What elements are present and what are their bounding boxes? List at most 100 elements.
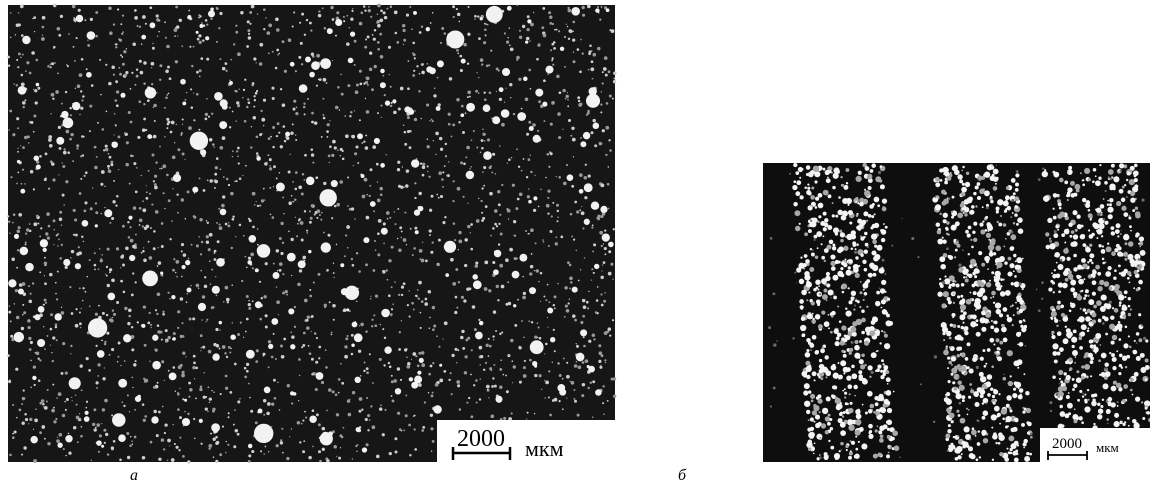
texture-particle <box>578 103 582 107</box>
texture-particle <box>227 416 230 419</box>
texture-particle <box>960 325 965 330</box>
texture-particle <box>837 418 843 424</box>
texture-particle <box>594 311 598 314</box>
texture-particle <box>1076 370 1080 374</box>
texture-particle <box>948 285 952 289</box>
texture-particle <box>1099 306 1106 312</box>
texture-particle <box>826 244 832 250</box>
texture-particle <box>586 4 591 9</box>
texture-particle <box>61 413 66 418</box>
texture-particle <box>813 287 817 292</box>
texture-particle <box>397 411 401 415</box>
texture-particle <box>387 45 392 49</box>
texture-particle <box>534 373 538 378</box>
texture-particle <box>482 128 484 131</box>
texture-particle <box>1021 257 1024 260</box>
texture-particle <box>577 99 581 103</box>
texture-particle <box>193 417 196 421</box>
texture-particle <box>482 104 491 113</box>
texture-particle <box>495 395 503 403</box>
texture-particle <box>341 381 345 385</box>
texture-particle <box>225 355 229 359</box>
texture-particle <box>799 176 802 179</box>
texture-particle <box>501 183 504 187</box>
texture-particle <box>192 45 195 48</box>
texture-particle <box>1095 333 1102 339</box>
texture-particle <box>860 235 862 238</box>
texture-particle <box>41 15 46 20</box>
texture-particle <box>444 155 448 158</box>
texture-particle <box>814 414 821 420</box>
texture-particle <box>609 334 612 337</box>
texture-particle <box>366 193 368 196</box>
texture-particle <box>581 52 584 55</box>
texture-particle <box>129 226 132 229</box>
texture-particle <box>344 354 348 359</box>
texture-particle <box>286 293 289 296</box>
texture-particle <box>823 259 826 263</box>
texture-particle <box>87 318 108 338</box>
texture-particle <box>298 185 303 190</box>
texture-particle <box>590 60 594 64</box>
texture-particle <box>152 106 154 109</box>
texture-particle <box>312 161 315 164</box>
texture-particle <box>291 335 295 339</box>
texture-particle <box>869 403 875 409</box>
texture-particle <box>547 212 550 215</box>
texture-particle <box>174 60 179 64</box>
texture-particle <box>1057 228 1060 231</box>
texture-particle <box>828 239 834 245</box>
texture-particle <box>565 23 568 25</box>
texture-particle <box>358 409 362 413</box>
texture-particle <box>572 238 576 241</box>
texture-particle <box>963 326 969 331</box>
texture-particle <box>138 59 142 63</box>
texture-particle <box>277 314 280 316</box>
texture-particle <box>947 424 951 428</box>
texture-particle <box>604 253 607 256</box>
texture-particle <box>268 158 272 162</box>
texture-particle <box>848 258 853 264</box>
texture-particle <box>115 90 120 94</box>
texture-particle <box>958 384 965 391</box>
texture-particle <box>974 185 979 190</box>
texture-particle <box>581 5 585 10</box>
texture-particle <box>379 186 383 191</box>
texture-particle <box>285 136 290 141</box>
texture-particle <box>1092 168 1097 172</box>
texture-particle <box>475 219 480 223</box>
texture-particle <box>1000 285 1003 288</box>
texture-particle <box>20 326 25 331</box>
texture-particle <box>365 367 369 370</box>
texture-particle <box>408 88 411 90</box>
texture-particle <box>452 15 455 19</box>
texture-particle <box>1052 291 1055 294</box>
texture-particle <box>585 93 601 108</box>
texture-particle <box>545 380 549 385</box>
texture-particle <box>308 249 312 254</box>
texture-particle <box>1102 217 1106 221</box>
texture-particle <box>97 121 99 124</box>
texture-particle <box>511 270 520 279</box>
texture-particle <box>52 178 56 182</box>
texture-particle <box>817 394 822 399</box>
texture-particle <box>1096 300 1102 306</box>
texture-particle <box>490 49 493 52</box>
texture-particle <box>492 116 501 125</box>
texture-particle <box>93 428 97 432</box>
texture-particle <box>315 337 318 340</box>
texture-particle <box>272 262 275 265</box>
texture-particle <box>180 78 186 85</box>
texture-particle <box>516 148 518 151</box>
texture-particle <box>548 165 551 168</box>
texture-particle <box>207 248 211 252</box>
texture-particle <box>1107 422 1109 425</box>
texture-particle <box>24 241 27 244</box>
texture-particle <box>1128 179 1135 186</box>
texture-particle <box>414 448 418 451</box>
texture-particle <box>597 46 601 51</box>
texture-particle <box>1105 400 1108 403</box>
texture-particle <box>155 161 158 164</box>
texture-particle <box>934 196 937 198</box>
texture-particle <box>869 169 874 173</box>
